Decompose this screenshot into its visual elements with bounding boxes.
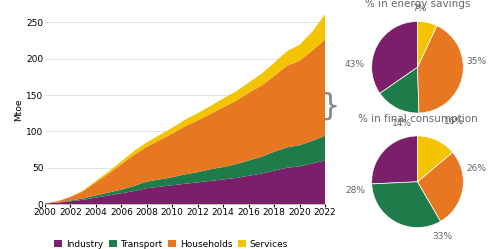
Legend: Industry, Transport, Households, Services: Industry, Transport, Households, Service… — [50, 237, 292, 249]
Wedge shape — [418, 21, 437, 67]
Title: % in final consumption: % in final consumption — [358, 114, 478, 124]
Text: 35%: 35% — [466, 57, 486, 66]
Text: }: } — [320, 91, 340, 120]
Text: 16%: 16% — [444, 117, 464, 126]
Wedge shape — [372, 21, 418, 93]
Text: 43%: 43% — [344, 61, 364, 69]
Wedge shape — [380, 67, 419, 113]
Text: 28%: 28% — [346, 187, 366, 195]
Text: 14%: 14% — [392, 119, 411, 128]
Y-axis label: Mtoe: Mtoe — [14, 98, 24, 121]
Wedge shape — [372, 182, 440, 228]
Title: % in energy savings: % in energy savings — [365, 0, 470, 9]
Wedge shape — [372, 136, 418, 184]
Wedge shape — [418, 152, 464, 221]
Text: 7%: 7% — [412, 4, 427, 13]
Wedge shape — [418, 136, 452, 182]
Text: 26%: 26% — [466, 164, 486, 173]
Wedge shape — [418, 26, 464, 113]
Text: 33%: 33% — [432, 232, 453, 241]
